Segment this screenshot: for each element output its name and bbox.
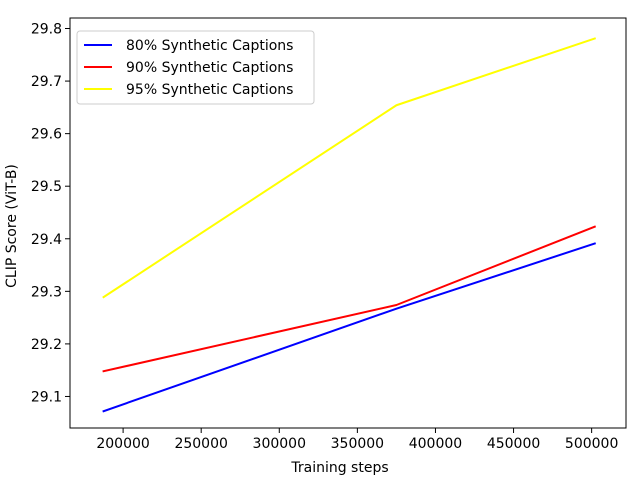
y-axis-label: CLIP Score (ViT-B) bbox=[4, 164, 20, 288]
legend-label-3: 95% Synthetic Captions bbox=[126, 82, 293, 98]
legend-box bbox=[76, 30, 315, 105]
legend: 80% Synthetic Captions 90% Synthetic Capt… bbox=[76, 30, 315, 105]
x-tick-label: 450000 bbox=[487, 436, 540, 452]
legend-label-1: 80% Synthetic Captions bbox=[126, 38, 293, 54]
y-tick-label: 29.3 bbox=[31, 284, 62, 300]
y-tick-label: 29.1 bbox=[31, 389, 62, 405]
legend-label-2: 90% Synthetic Captions bbox=[126, 60, 293, 76]
x-tick-label: 300000 bbox=[253, 436, 306, 452]
series-line-2 bbox=[102, 225, 597, 373]
y-tick-label: 29.2 bbox=[31, 337, 62, 353]
x-tick-label: 350000 bbox=[331, 436, 384, 452]
series-layer bbox=[102, 37, 597, 413]
y-tick-label: 29.4 bbox=[31, 232, 62, 248]
x-axis-label: Training steps bbox=[290, 460, 388, 476]
plot-area-frame bbox=[69, 17, 627, 429]
series-line-3 bbox=[102, 37, 597, 299]
x-axis: 200000 250000 300000 350000 400000 450000 5000… bbox=[96, 428, 618, 452]
x-tick-label: 200000 bbox=[96, 436, 149, 452]
x-tick-label: 500000 bbox=[565, 436, 618, 452]
y-tick-label: 29.7 bbox=[31, 74, 62, 90]
y-tick-label: 29.5 bbox=[31, 179, 62, 195]
y-axis: 29.1 29.2 29.3 29.4 29.5 29.6 29.7 29.8 bbox=[31, 22, 70, 405]
x-tick-label: 250000 bbox=[174, 436, 227, 452]
series-line-1 bbox=[102, 242, 597, 413]
y-tick-label: 29.8 bbox=[31, 22, 62, 38]
y-tick-label: 29.6 bbox=[31, 127, 62, 143]
x-tick-label: 400000 bbox=[409, 436, 462, 452]
